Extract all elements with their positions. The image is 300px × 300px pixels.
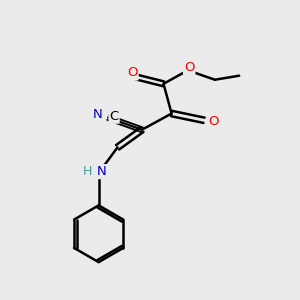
Text: O: O — [208, 115, 219, 128]
Text: O: O — [184, 61, 194, 74]
Text: N: N — [93, 108, 103, 122]
Text: N: N — [97, 165, 107, 178]
Text: O: O — [127, 67, 138, 80]
Text: C: C — [110, 110, 119, 123]
Text: H: H — [82, 165, 92, 178]
